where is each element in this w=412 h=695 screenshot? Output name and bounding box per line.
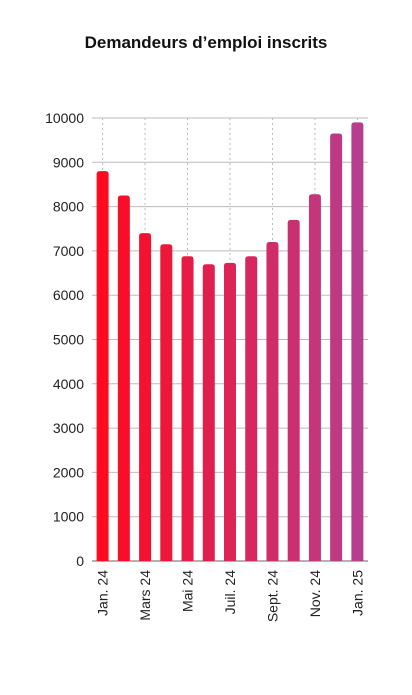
y-tick-label: 1000	[53, 509, 84, 525]
bar-d-c-24	[330, 133, 343, 561]
x-tick-label: Juil. 24	[222, 570, 238, 615]
bar-sept-24	[266, 242, 279, 562]
bar-juil-24	[224, 262, 236, 561]
x-tick-label: Mai 24	[180, 570, 196, 612]
x-tick-label: Sept. 24	[264, 570, 280, 622]
bar-avr-24	[160, 244, 173, 561]
x-tick-label: Jan. 25	[349, 570, 365, 616]
y-tick-label: 5000	[53, 332, 84, 348]
y-tick-label: 7000	[53, 243, 84, 259]
chart-title: Demandeurs d’emploi inscrits	[84, 33, 328, 52]
y-tick-label: 8000	[53, 199, 84, 215]
y-tick-label: 10000	[45, 110, 84, 126]
y-tick-label: 9000	[53, 154, 84, 170]
x-axis: Jan. 24 Mars 24 Mai 24 Juil. 24 Sept. 24 Nov.…	[95, 570, 366, 622]
bar-mai-24	[181, 256, 194, 561]
y-tick-label: 3000	[53, 420, 84, 436]
x-tick-label: Nov. 24	[307, 570, 323, 617]
bar-jan-25	[351, 122, 364, 562]
y-tick-label: 2000	[53, 464, 84, 480]
bar-mars-24	[139, 233, 152, 561]
bar-jan-24	[96, 171, 109, 561]
x-tick-label: Jan. 24	[95, 570, 111, 616]
y-tick-label: 4000	[53, 376, 84, 392]
bar-juin-24	[202, 264, 215, 561]
bar-f-vr-24	[117, 195, 130, 561]
y-axis: 0 1000 2000 3000 4000 5000 6000 7000 8000 9000 100…	[45, 110, 84, 569]
x-tick-label: Mars 24	[137, 570, 153, 621]
bar-oct-24	[287, 219, 300, 561]
bar-layer	[96, 122, 364, 562]
bar-nov-24	[308, 194, 321, 562]
y-tick-label: 6000	[53, 287, 84, 303]
bar-ao-t-24	[245, 256, 258, 561]
y-tick-label: 0	[76, 553, 84, 569]
